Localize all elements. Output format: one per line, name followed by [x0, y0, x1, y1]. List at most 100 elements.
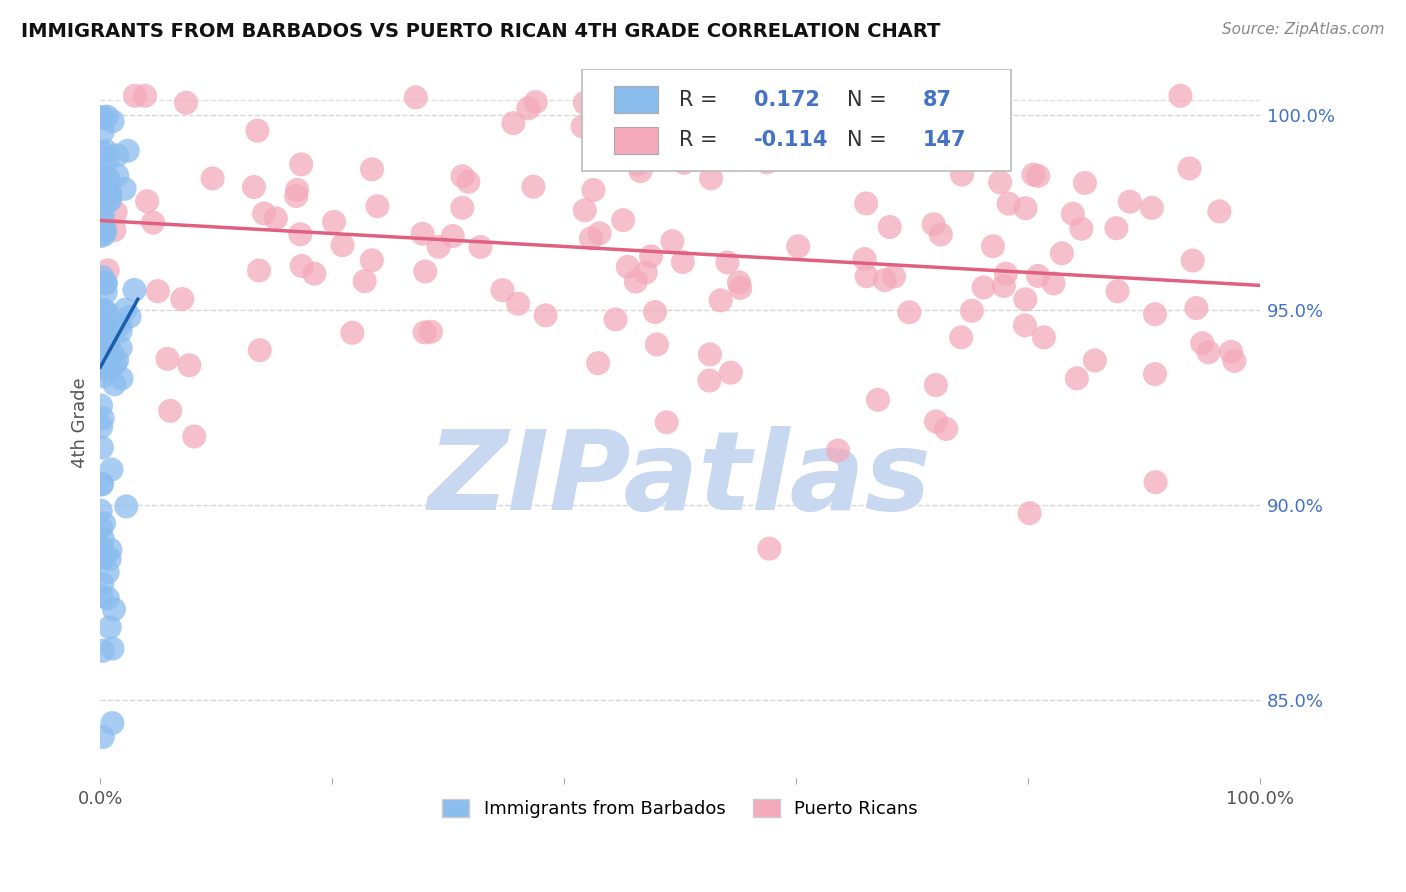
- Text: R =: R =: [679, 130, 724, 150]
- Point: [993, 279, 1015, 293]
- Point: [90, 178, 112, 193]
- Point: [1140, 201, 1163, 215]
- Point: [361, 162, 384, 177]
- Point: [90, 111, 112, 125]
- Point: [110, 341, 132, 355]
- Point: [90, 210, 112, 224]
- FancyBboxPatch shape: [614, 87, 658, 113]
- Point: [91, 168, 114, 182]
- Point: [91, 411, 114, 425]
- Point: [981, 239, 1004, 253]
- Text: N =: N =: [846, 90, 893, 110]
- Point: [612, 213, 634, 227]
- Point: [243, 180, 266, 194]
- Point: [136, 194, 159, 209]
- Point: [1208, 204, 1230, 219]
- Point: [159, 404, 181, 418]
- Point: [588, 227, 610, 241]
- Point: [1144, 475, 1167, 490]
- Point: [101, 346, 124, 360]
- Point: [796, 103, 818, 117]
- Point: [728, 276, 751, 290]
- Point: [101, 716, 124, 731]
- Point: [103, 602, 125, 616]
- Point: [710, 293, 733, 308]
- Point: [91, 576, 114, 591]
- FancyBboxPatch shape: [582, 69, 1011, 171]
- Point: [114, 182, 136, 196]
- Point: [97, 591, 120, 606]
- Point: [579, 231, 602, 245]
- Point: [90, 419, 112, 434]
- Point: [883, 269, 905, 284]
- Point: [91, 315, 114, 329]
- Point: [97, 335, 120, 350]
- Point: [342, 326, 364, 340]
- Text: 87: 87: [922, 90, 952, 110]
- Point: [101, 114, 124, 128]
- Point: [1026, 268, 1049, 283]
- Point: [405, 90, 427, 104]
- Point: [673, 155, 696, 169]
- Point: [1178, 161, 1201, 176]
- Point: [90, 589, 112, 603]
- Point: [630, 164, 652, 178]
- Point: [879, 219, 901, 234]
- Point: [1066, 371, 1088, 385]
- Point: [600, 88, 623, 103]
- Point: [97, 263, 120, 277]
- Point: [960, 303, 983, 318]
- Point: [91, 477, 114, 491]
- Point: [290, 157, 312, 171]
- Point: [491, 283, 513, 297]
- Point: [716, 255, 738, 269]
- Point: [98, 552, 121, 566]
- Point: [451, 169, 474, 184]
- Point: [124, 283, 146, 297]
- Point: [304, 267, 326, 281]
- Point: [758, 541, 780, 556]
- Point: [366, 199, 388, 213]
- Point: [451, 201, 474, 215]
- Point: [855, 196, 877, 211]
- Point: [91, 369, 114, 384]
- Point: [91, 206, 114, 220]
- Point: [1070, 221, 1092, 235]
- Point: [94, 276, 117, 290]
- Point: [174, 95, 197, 110]
- Point: [94, 144, 117, 158]
- Point: [853, 252, 876, 266]
- Point: [114, 302, 136, 317]
- Point: [1062, 207, 1084, 221]
- Point: [988, 175, 1011, 189]
- Point: [105, 168, 128, 182]
- Point: [110, 324, 132, 338]
- Point: [124, 88, 146, 103]
- Point: [1144, 307, 1167, 321]
- Point: [605, 312, 627, 326]
- Point: [146, 284, 169, 298]
- Point: [1014, 201, 1036, 215]
- Point: [441, 229, 464, 244]
- Point: [90, 362, 112, 376]
- Point: [105, 318, 128, 332]
- Point: [457, 175, 479, 189]
- Point: [90, 521, 112, 535]
- Text: IMMIGRANTS FROM BARBADOS VS PUERTO RICAN 4TH GRADE CORRELATION CHART: IMMIGRANTS FROM BARBADOS VS PUERTO RICAN…: [21, 22, 941, 41]
- Point: [1050, 246, 1073, 260]
- Text: ZIPatlas: ZIPatlas: [429, 426, 932, 533]
- Point: [172, 292, 194, 306]
- Point: [700, 171, 723, 186]
- Point: [506, 296, 529, 310]
- Point: [117, 144, 139, 158]
- Point: [1223, 354, 1246, 368]
- Point: [90, 504, 112, 518]
- Point: [628, 95, 651, 110]
- Point: [640, 249, 662, 263]
- Point: [914, 150, 936, 164]
- Point: [787, 144, 810, 158]
- Point: [1084, 353, 1107, 368]
- Point: [898, 305, 921, 319]
- Point: [1185, 301, 1208, 315]
- Point: [94, 170, 117, 185]
